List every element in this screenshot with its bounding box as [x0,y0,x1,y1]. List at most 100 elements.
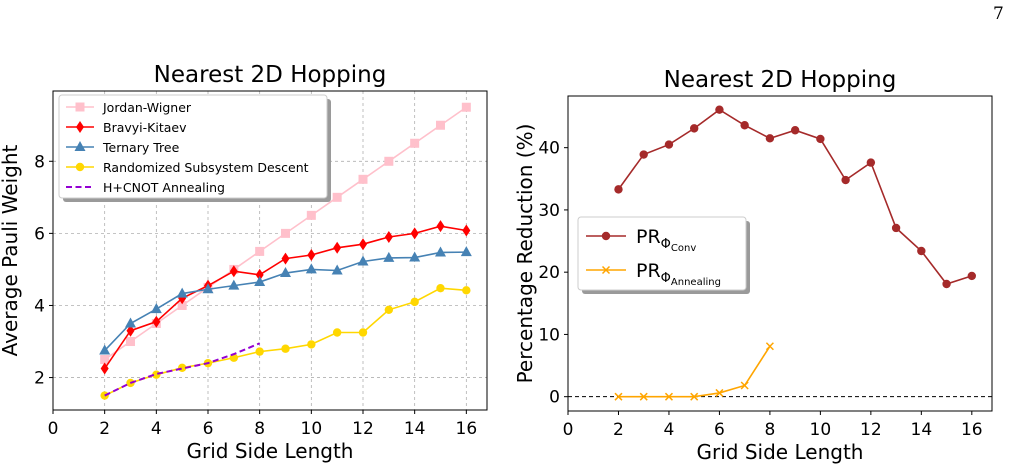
x-axis-label: Grid Side Length [697,440,864,464]
data-point [255,246,265,256]
series-line [104,342,261,397]
y-tick-label: 40 [538,139,560,159]
data-point [917,246,926,256]
x-tick-label: 16 [456,419,478,439]
y-axis-label: Average Pauli Weight [0,144,22,356]
data-point [435,246,446,257]
data-point [255,268,264,281]
legend-item: Ternary Tree [66,140,180,155]
legend-label: H+CNOT Annealing [103,180,225,195]
data-point [740,381,749,390]
data-point [410,138,420,148]
legend-label-subsubscript: Annealing [671,277,721,288]
data-point [202,283,214,294]
marker-x-stroke [614,392,623,401]
data-point [639,392,648,401]
legend-label-main: PR [636,260,661,282]
legend-label: Randomized Subsystem Descent [103,160,309,175]
data-point [305,263,317,274]
legend-marker [74,141,86,151]
y-tick-label: 20 [538,263,560,283]
data-point [307,340,316,349]
x-tick-label: 12 [860,420,882,440]
data-point [100,362,109,375]
legend-item: PRΦAnnealing [586,260,721,288]
chart-2: 0 2 4 6 8 10 12 14 16 0 10 20 30 40 Nearest 2D Hopping… [513,67,993,464]
x-tick-label: 4 [151,419,162,439]
legend-marker [601,265,611,275]
legend-item: Bravyi-Kitaev [66,120,187,135]
series-line [618,345,771,398]
x-tick-label: 4 [664,420,675,440]
x-tick-label: 2 [99,419,110,439]
data-point [841,175,850,185]
legend-label-subsubscript: Conv [671,243,696,254]
data-point [383,251,395,262]
data-point [460,246,472,257]
y-tick-label: 4 [34,296,45,316]
data-point [664,140,674,149]
series-ternary-tree [99,246,472,355]
marker-x-stroke [664,392,673,401]
data-point [614,392,623,401]
data-point [99,344,111,355]
data-point [228,279,240,290]
data-point [126,337,135,347]
data-point [690,392,699,401]
marker-x-stroke [690,392,699,401]
x-tick-label: 8 [764,420,775,440]
axes-frame [52,90,488,411]
data-point [384,156,394,166]
y-tick-label: 2 [34,369,45,389]
data-point [152,315,161,328]
data-point [229,265,238,278]
x-tick-label: 14 [911,420,933,440]
legend-label-subscript: Φ [661,271,671,286]
legend-marker [75,162,85,172]
data-point [410,297,419,307]
data-point [715,388,724,397]
chart-title: Nearest 2D Hopping [664,67,897,93]
data-point [255,347,264,356]
data-point [436,283,445,293]
series-pr-conv [614,105,977,289]
data-point [765,342,774,351]
x-tick-label: 12 [352,419,374,439]
legend: PRΦ Conv PRΦAnnealing [577,216,747,291]
x-tick-label: 16 [961,420,983,440]
data-point [280,267,291,278]
data-point [790,126,800,135]
legend-marker [601,231,611,241]
x-tick-label: 14 [404,419,426,439]
marker-x-stroke [639,392,648,401]
data-point [150,303,162,314]
data-point [359,238,367,251]
data-point [281,228,290,238]
series-pr-annealing [614,342,774,401]
data-point [436,220,445,233]
legend-marker [75,102,85,112]
data-point [462,286,471,295]
legend-item: Randomized Subsystem Descent [66,160,309,175]
x-tick-label: 6 [203,419,214,439]
data-point [639,150,648,159]
data-point [967,271,977,281]
marker-x-stroke [765,342,774,351]
data-point [715,105,724,114]
series-h-cnot-annealing [104,342,261,397]
data-point [254,276,266,287]
data-point [816,134,825,144]
x-tick-label: 10 [810,420,832,440]
data-point [689,124,699,133]
data-point [176,287,188,298]
legend-frame [58,94,328,199]
legend: Jordan-Wigner Bravyi-Kitaev Ternary Tree Ra… [58,94,328,199]
y-tick-label: 0 [549,388,560,408]
legend-label: Jordan-Wigner [102,100,192,115]
data-point [307,249,316,262]
chart-title: Nearest 2D Hopping [154,62,387,88]
x-tick-label: 6 [714,420,725,440]
legend-label: Bravyi-Kitaev [103,120,187,135]
data-point [664,392,673,401]
